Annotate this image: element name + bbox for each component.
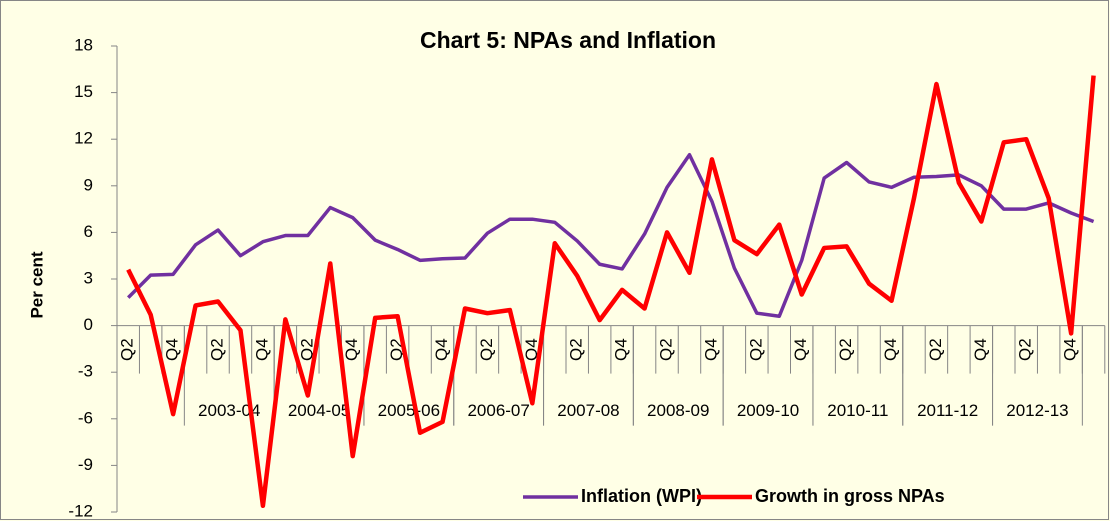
y-tick-label: -3: [78, 362, 93, 381]
group-label: 2005-06: [378, 401, 440, 420]
series-line: [126, 75, 1096, 509]
y-axis-label: Per cent: [27, 251, 46, 318]
x-tick-label: Q4: [881, 338, 900, 361]
y-tick-label: 0: [84, 315, 93, 334]
x-tick-label: Q4: [701, 338, 720, 361]
x-tick-label: Q2: [118, 338, 137, 361]
group-label: 2011-12: [917, 401, 978, 420]
x-tick-label: Q4: [1061, 338, 1080, 361]
x-tick-label: Q2: [836, 338, 855, 361]
y-tick-label: 9: [84, 175, 93, 194]
group-label: 2007-08: [557, 401, 619, 420]
x-tick-label: Q4: [971, 338, 990, 361]
x-tick-label: Q2: [208, 338, 227, 361]
group-label: 2008-09: [647, 401, 709, 420]
x-tick-label: Q2: [477, 338, 496, 361]
group-label: 2009-10: [737, 401, 799, 420]
group-label: 2003-04: [198, 401, 260, 420]
x-tick-label: Q2: [567, 338, 586, 361]
group-label: 2012-13: [1006, 401, 1068, 420]
x-tick-label: Q2: [657, 338, 676, 361]
y-tick-label: 12: [74, 129, 93, 148]
chart-title: Chart 5: NPAs and Inflation: [420, 27, 716, 53]
x-tick-label: Q2: [926, 338, 945, 361]
x-tick-label: Q2: [746, 338, 765, 361]
x-tick-label: Q4: [791, 338, 810, 361]
group-label: 2006-07: [467, 401, 529, 420]
y-tick-label: -6: [78, 408, 93, 427]
y-tick-label: 15: [74, 82, 93, 101]
y-tick-label: 6: [84, 222, 93, 241]
y-tick-label: -12: [68, 501, 93, 520]
legend-label: Growth in gross NPAs: [755, 486, 945, 506]
x-tick-label: Q4: [252, 338, 271, 361]
x-tick-label: Q4: [163, 338, 182, 361]
group-label: 2004-05: [288, 401, 350, 420]
group-label: 2010-11: [827, 401, 888, 420]
x-tick-label: Q4: [612, 338, 631, 361]
y-tick-label: -9: [78, 455, 93, 474]
x-tick-label: Q4: [522, 338, 541, 361]
legend-label: Inflation (WPI): [581, 486, 702, 506]
y-tick-label: 3: [84, 268, 93, 287]
x-tick-label: Q4: [342, 338, 361, 361]
y-tick-label: 18: [74, 35, 93, 54]
x-tick-label: Q2: [297, 338, 316, 361]
series-line: [126, 152, 1095, 319]
x-tick-label: Q2: [1016, 338, 1035, 361]
x-tick-label: Q4: [432, 338, 451, 361]
